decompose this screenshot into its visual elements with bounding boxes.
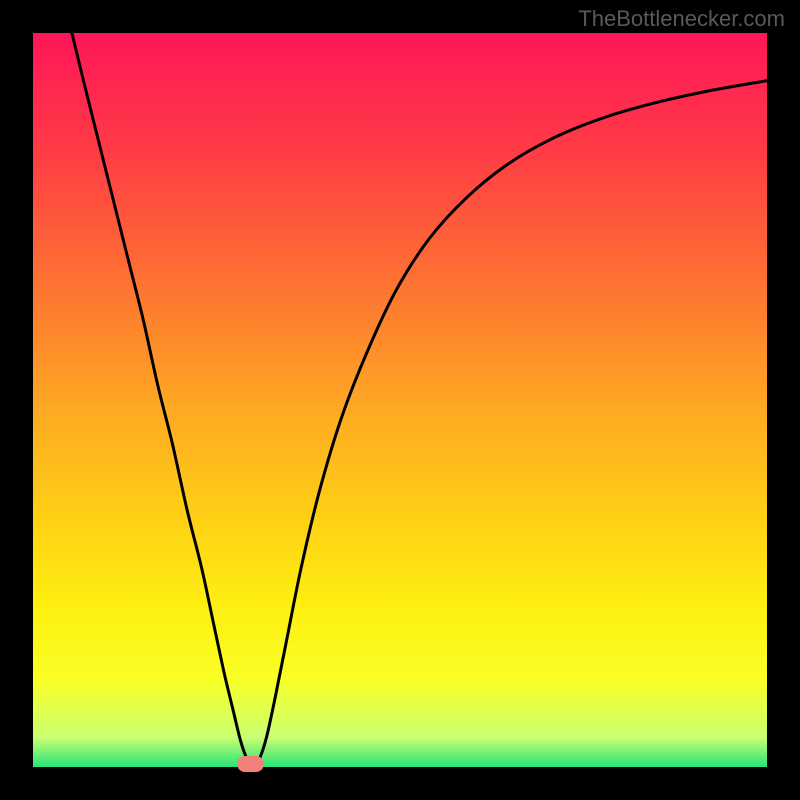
chart-frame: TheBottlenecker.com — [0, 0, 800, 800]
curve-layer — [0, 0, 800, 800]
minimum-marker — [237, 756, 264, 772]
watermark-text: TheBottlenecker.com — [578, 6, 785, 32]
bottleneck-curve — [72, 33, 767, 767]
